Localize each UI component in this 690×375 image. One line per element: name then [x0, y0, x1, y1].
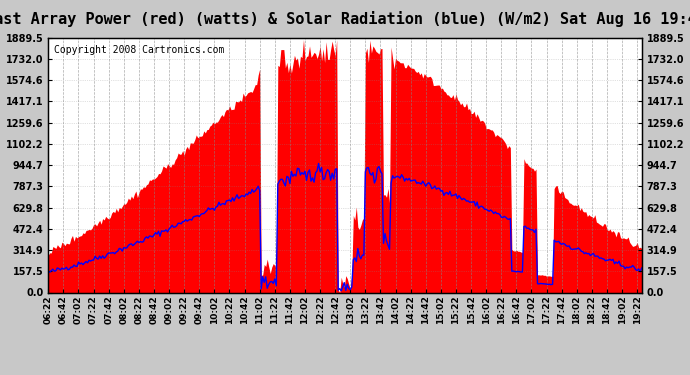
Text: East Array Power (red) (watts) & Solar Radiation (blue) (W/m2) Sat Aug 16 19:45: East Array Power (red) (watts) & Solar R…	[0, 11, 690, 27]
Text: Copyright 2008 Cartronics.com: Copyright 2008 Cartronics.com	[55, 45, 225, 55]
